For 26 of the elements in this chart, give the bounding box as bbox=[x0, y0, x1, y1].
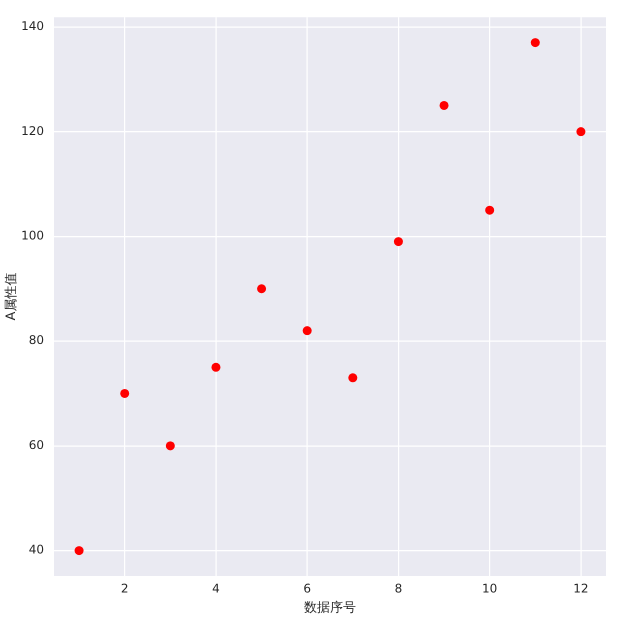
point bbox=[302, 326, 312, 336]
y-axis-title: A属性值 bbox=[4, 272, 20, 321]
x-tick-label: 6 bbox=[303, 581, 312, 596]
x-tick-label: 2 bbox=[120, 581, 129, 596]
point bbox=[120, 388, 130, 398]
point bbox=[74, 546, 84, 556]
y-tick-label: 100 bbox=[21, 228, 44, 242]
point bbox=[440, 100, 449, 110]
point bbox=[394, 237, 403, 246]
point bbox=[530, 38, 540, 48]
point bbox=[348, 373, 358, 382]
point bbox=[166, 441, 175, 450]
y-tick-label: 80 bbox=[28, 333, 44, 348]
x-tick-label: 12 bbox=[573, 581, 589, 596]
point bbox=[257, 284, 266, 294]
point bbox=[485, 206, 494, 215]
y-tick-label: 140 bbox=[21, 19, 44, 34]
y-tick-label: 120 bbox=[21, 124, 44, 138]
y-tick-label: 40 bbox=[28, 542, 44, 557]
x-axis-title: 数据序号 bbox=[304, 600, 356, 616]
x-tick-label: 10 bbox=[482, 581, 498, 596]
y-tick-label: 60 bbox=[28, 438, 44, 452]
x-tick-label: 8 bbox=[394, 581, 402, 596]
x-tick-label: 4 bbox=[212, 581, 220, 596]
point bbox=[211, 362, 220, 372]
point bbox=[576, 127, 586, 136]
